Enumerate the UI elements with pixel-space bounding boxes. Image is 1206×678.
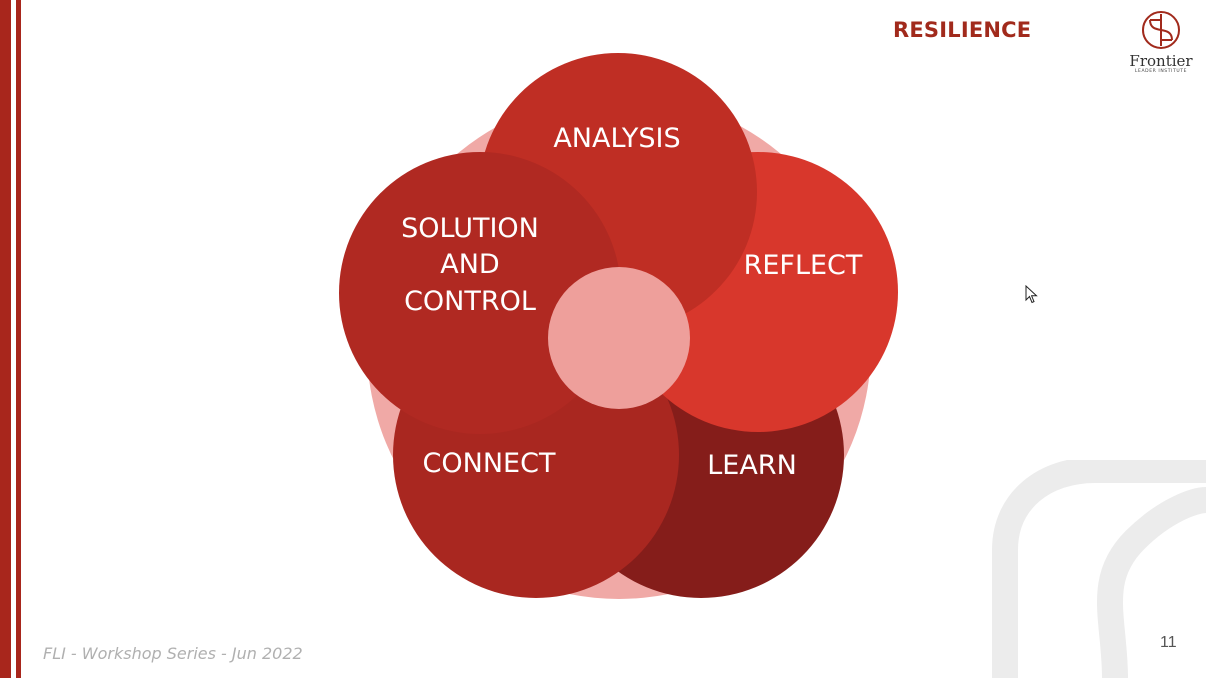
label-connect: CONNECT (423, 448, 556, 479)
frontier-logo-icon (1142, 11, 1180, 49)
slide-footer: FLI - Workshop Series - Jun 2022 (43, 644, 303, 663)
slide-title: RESILIENCE (893, 18, 1032, 42)
label-solution-line-2: AND (440, 249, 499, 280)
label-reflect: REFLECT (744, 250, 863, 281)
petal-solution (339, 152, 621, 434)
left-accent-bar (0, 0, 11, 678)
center-circle (548, 267, 690, 409)
page-number: 11 (1160, 634, 1177, 651)
left-accent-stripe (16, 0, 21, 678)
mouse-cursor-icon (1025, 285, 1038, 304)
label-learn: LEARN (707, 450, 797, 481)
label-solution-line-3: CONTROL (404, 286, 536, 317)
label-solution-line-1: SOLUTION (401, 213, 539, 244)
logo-watermark-icon (992, 460, 1206, 678)
logo-subtitle: LEADER INSTITUTE (1134, 69, 1188, 74)
logo-name: Frontier (1129, 52, 1193, 70)
label-analysis: ANALYSIS (553, 123, 680, 154)
